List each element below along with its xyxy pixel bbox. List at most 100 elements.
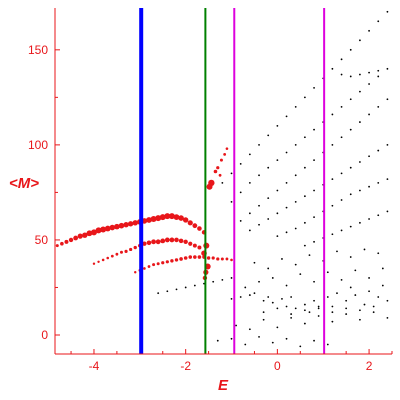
red-data-point — [183, 256, 188, 260]
black-data-point — [244, 343, 247, 346]
black-data-point — [331, 113, 334, 116]
red-data-point — [100, 226, 107, 233]
red-data-point — [155, 239, 161, 245]
black-data-point — [368, 71, 370, 74]
red-data-point — [188, 241, 193, 246]
red-data-point — [150, 216, 157, 223]
black-data-point — [354, 294, 357, 296]
red-data-point — [173, 214, 180, 221]
black-data-point — [349, 166, 352, 169]
black-data-point — [303, 96, 306, 99]
black-data-point — [340, 105, 343, 108]
black-data-point — [303, 322, 306, 325]
black-data-point — [368, 155, 370, 158]
red-data-point — [197, 245, 202, 250]
black-data-point — [303, 221, 306, 224]
black-data-point — [340, 172, 343, 175]
black-data-point — [285, 231, 288, 234]
data-points-layer — [55, 10, 389, 348]
black-data-point — [276, 159, 279, 161]
black-data-point — [285, 284, 288, 287]
x-tick-label: 2 — [366, 359, 373, 373]
black-data-point — [248, 328, 251, 331]
black-data-point — [230, 172, 233, 175]
red-data-point — [127, 221, 134, 227]
black-data-point — [248, 212, 251, 215]
black-data-point — [290, 316, 293, 319]
red-data-point — [146, 217, 152, 223]
red-data-point — [124, 249, 128, 253]
x-axis-title: E — [218, 377, 229, 394]
red-data-point — [218, 173, 222, 177]
black-data-point — [276, 189, 279, 192]
red-data-point — [213, 169, 218, 174]
black-data-point — [285, 151, 288, 154]
black-data-point — [235, 324, 238, 327]
black-data-point — [377, 69, 380, 72]
black-data-point — [290, 296, 293, 298]
red-data-point — [216, 257, 220, 261]
black-data-point — [359, 121, 361, 123]
black-data-point — [267, 296, 270, 298]
black-data-point — [340, 73, 343, 76]
black-data-point — [294, 263, 297, 266]
red-data-point — [208, 179, 215, 187]
black-data-point — [326, 271, 329, 274]
red-data-point — [206, 256, 211, 260]
black-data-point — [313, 240, 315, 243]
y-tick-label: 0 — [41, 328, 48, 342]
black-data-point — [349, 225, 352, 228]
black-data-point — [239, 191, 242, 194]
red-data-point — [118, 222, 125, 229]
black-data-point — [336, 292, 338, 295]
black-data-point — [303, 309, 306, 312]
black-data-point — [386, 10, 389, 13]
black-data-point — [271, 301, 274, 304]
black-data-point — [313, 159, 315, 161]
black-data-point — [340, 58, 343, 61]
black-data-point — [303, 244, 306, 247]
red-data-point — [155, 215, 162, 222]
black-data-point — [345, 313, 348, 315]
red-data-point — [192, 223, 198, 229]
black-data-point — [336, 250, 338, 253]
black-data-point — [230, 277, 233, 279]
black-data-point — [248, 182, 251, 184]
black-data-point — [313, 216, 315, 219]
red-data-point — [225, 147, 229, 150]
black-data-point — [359, 73, 361, 76]
black-data-point — [368, 113, 370, 116]
black-data-point — [258, 280, 260, 283]
black-data-point — [294, 174, 297, 177]
red-data-point — [168, 213, 175, 220]
black-data-point — [262, 318, 265, 321]
black-data-point — [377, 252, 380, 255]
red-data-point — [115, 252, 119, 256]
black-data-point — [363, 303, 366, 306]
black-data-point — [317, 315, 320, 317]
black-data-point — [331, 233, 334, 236]
red-data-point — [164, 237, 170, 243]
black-data-point — [386, 299, 389, 302]
black-data-point — [157, 292, 160, 295]
black-data-point — [349, 286, 352, 289]
red-data-point — [160, 238, 166, 244]
black-data-point — [239, 220, 242, 222]
black-data-point — [363, 248, 366, 251]
black-data-point — [377, 182, 380, 184]
red-data-point — [169, 237, 175, 243]
black-data-point — [354, 269, 357, 272]
black-data-point — [276, 307, 279, 310]
red-data-point — [170, 259, 174, 263]
black-data-point — [276, 326, 279, 329]
axes: -4 -2 0 2 0 50 100 150 — [28, 8, 393, 373]
red-data-point — [86, 230, 93, 237]
black-data-point — [313, 189, 315, 192]
black-data-point — [285, 337, 288, 340]
black-data-point — [230, 297, 233, 300]
black-data-point — [381, 284, 384, 287]
red-data-point — [178, 238, 184, 244]
black-data-point — [331, 320, 334, 323]
red-data-point — [68, 237, 74, 243]
